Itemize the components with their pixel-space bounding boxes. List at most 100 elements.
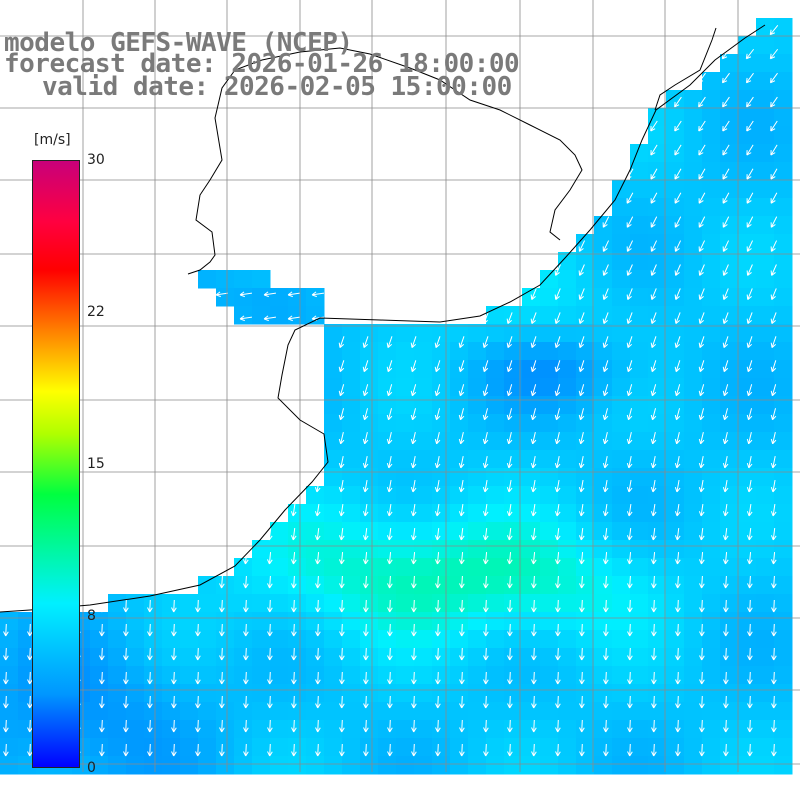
wind-cell — [468, 486, 487, 505]
wind-cell — [720, 504, 739, 523]
wind-arrow — [722, 120, 730, 132]
wind-arrow — [362, 551, 369, 565]
wind-arrow — [771, 695, 777, 709]
wind-cell — [324, 396, 343, 415]
wind-arrow — [626, 312, 633, 324]
wind-cell — [522, 630, 541, 649]
wind-cell — [216, 612, 235, 631]
wind-arrow — [266, 527, 273, 541]
wind-cell — [774, 90, 793, 109]
wind-arrow — [626, 456, 633, 469]
wind-cell — [522, 306, 541, 325]
wind-cell — [468, 612, 487, 631]
wind-cell — [558, 648, 577, 667]
wind-cell — [558, 252, 577, 271]
wind-arrow — [699, 599, 705, 613]
wind-cell — [504, 522, 523, 541]
wind-cell — [666, 486, 685, 505]
wind-cell — [684, 486, 703, 505]
wind-cell — [648, 522, 667, 541]
wind-cell — [576, 414, 595, 433]
wind-cell — [756, 414, 775, 433]
wind-arrow — [458, 551, 465, 565]
wind-cell — [468, 504, 487, 523]
wind-cell — [612, 504, 631, 523]
wind-cell — [522, 558, 541, 577]
wind-arrow — [171, 671, 177, 685]
wind-arrow — [458, 480, 465, 493]
wind-cell — [504, 666, 523, 685]
wind-arrow — [315, 599, 321, 613]
wind-cell — [648, 234, 667, 253]
wind-arrow — [434, 384, 441, 397]
wind-cell — [576, 684, 595, 703]
wind-cell — [774, 702, 793, 721]
wind-cell — [576, 738, 595, 757]
wind-arrow — [602, 216, 610, 228]
wind-arrow — [602, 551, 609, 565]
wind-arrow — [578, 503, 585, 517]
wind-cell — [468, 702, 487, 721]
wind-cell — [0, 648, 19, 667]
wind-cell — [468, 342, 487, 361]
wind-arrow — [578, 456, 585, 469]
wind-cell — [756, 288, 775, 307]
wind-cell — [360, 342, 379, 361]
wind-cell — [702, 198, 721, 217]
wind-cell — [342, 504, 361, 523]
wind-cell — [756, 342, 775, 361]
wind-cell — [396, 576, 415, 595]
wind-arrow — [579, 575, 585, 589]
wind-cell — [180, 666, 199, 685]
wind-arrow — [626, 264, 633, 276]
wind-arrow — [315, 719, 321, 733]
wind-cell — [432, 756, 451, 775]
wind-cell — [504, 450, 523, 469]
wind-cell — [396, 540, 415, 559]
wind-arrow — [603, 743, 609, 757]
wind-arrow — [698, 527, 705, 541]
wind-cell — [0, 756, 19, 775]
wind-cell — [270, 666, 289, 685]
wind-cell — [198, 270, 217, 289]
wind-cell — [594, 612, 613, 631]
wind-cell — [594, 306, 613, 325]
wind-cell — [774, 720, 793, 739]
wind-arrow — [243, 623, 249, 637]
wind-arrow — [795, 623, 800, 637]
wind-cell — [738, 486, 757, 505]
wind-cell — [216, 576, 235, 595]
wind-arrow — [723, 575, 729, 589]
wind-cell — [504, 612, 523, 631]
wind-cell — [378, 396, 397, 415]
wind-cell — [684, 324, 703, 343]
wind-cell — [450, 468, 469, 487]
wind-arrow — [243, 719, 249, 733]
wind-arrow — [722, 336, 729, 349]
wind-cell — [342, 594, 361, 613]
wind-cell — [432, 576, 451, 595]
wind-arrow — [483, 575, 489, 589]
wind-arrow — [386, 480, 393, 493]
wind-arrow — [362, 336, 369, 349]
wind-cell — [756, 702, 775, 721]
wind-arrow — [698, 384, 705, 397]
wind-cell — [126, 720, 145, 739]
wind-cell — [450, 324, 469, 343]
wind-arrow — [746, 384, 753, 397]
wind-arrow — [435, 575, 441, 589]
wind-arrow — [507, 647, 513, 661]
wind-arrow — [699, 695, 705, 709]
wind-arrow — [147, 695, 153, 709]
wind-cell — [288, 612, 307, 631]
wind-cell — [486, 702, 505, 721]
wind-cell — [504, 432, 523, 451]
wind-arrow — [386, 551, 393, 565]
wind-cell — [648, 306, 667, 325]
wind-cell — [306, 702, 325, 721]
wind-arrow — [531, 695, 537, 709]
wind-arrow — [171, 719, 177, 733]
wind-cell — [432, 666, 451, 685]
wind-cell — [720, 522, 739, 541]
wind-arrow — [531, 599, 537, 613]
